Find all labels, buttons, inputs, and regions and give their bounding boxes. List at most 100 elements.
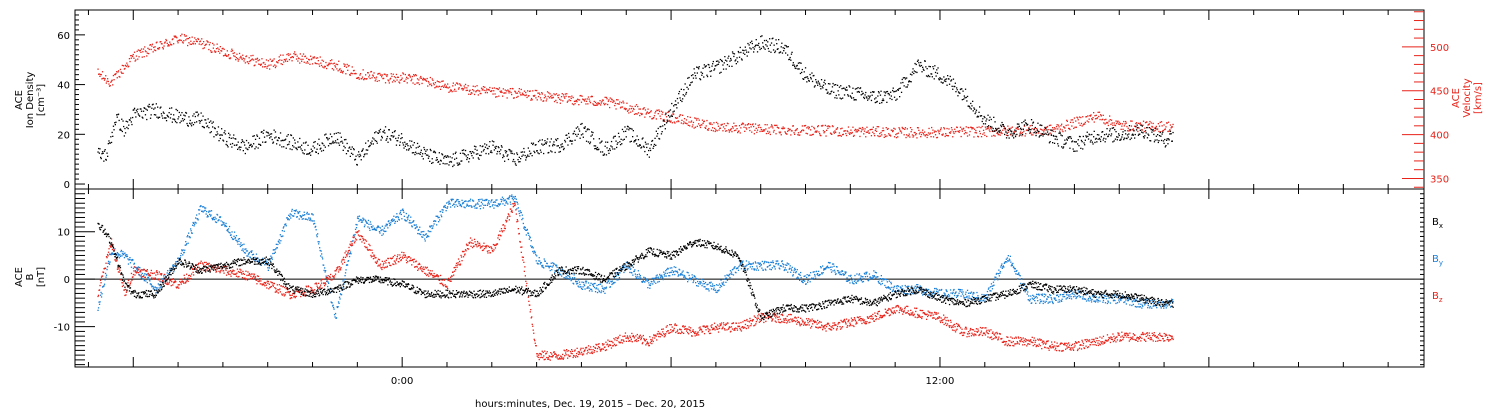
density-series-point (429, 160, 431, 162)
density-series-point (1088, 133, 1090, 135)
velocity-series-point (230, 50, 232, 52)
density-series-point (1166, 138, 1168, 140)
density-series-point (928, 65, 930, 68)
density-series-point (601, 140, 603, 142)
by-series-point (421, 231, 423, 233)
density-series-point (1110, 135, 1112, 137)
by-series-point (428, 230, 430, 233)
by-series-point (740, 268, 743, 270)
by-series-point (476, 207, 478, 209)
density-series-point (672, 111, 674, 113)
density-series-point (879, 102, 881, 104)
density-series-point (462, 152, 464, 154)
velocity-series-point (715, 121, 718, 124)
by-series-point (642, 280, 644, 283)
density-series-point (1045, 127, 1047, 130)
by-series-point (135, 267, 138, 269)
density-series-point (765, 44, 767, 46)
by-series-point (484, 199, 486, 202)
velocity-series-point (920, 133, 923, 136)
velocity-series-point (934, 134, 937, 136)
velocity-series-point (143, 56, 145, 58)
velocity-series-point (221, 48, 223, 50)
velocity-series-point (701, 124, 703, 126)
by-series-point (763, 263, 765, 265)
density-series-point (468, 158, 471, 160)
density-series-point (1044, 126, 1046, 129)
by-series-point (311, 213, 313, 215)
velocity-series-point (648, 112, 650, 114)
velocity-series-point (427, 80, 430, 83)
density-series-point (847, 94, 849, 96)
velocity-series-point (1048, 129, 1050, 131)
density-series-point (628, 129, 630, 131)
density-series-point (570, 140, 572, 142)
velocity-series-point (1107, 124, 1109, 127)
density-series-point (571, 143, 573, 145)
velocity-series-point (1096, 117, 1098, 120)
by-series-point (97, 309, 99, 311)
density-series-point (400, 137, 402, 140)
density-series-point (542, 144, 544, 146)
density-series-point (576, 135, 578, 137)
velocity-series-point (345, 73, 347, 75)
velocity-series-point (292, 56, 294, 58)
density-series-point (671, 115, 673, 117)
by-series-point (595, 287, 598, 289)
density-series-point (216, 131, 218, 133)
by-series-point (776, 262, 778, 265)
velocity-series-point (1069, 128, 1071, 131)
density-series-point (915, 71, 917, 73)
velocity-series-point (514, 91, 517, 93)
by-series-point (465, 200, 467, 202)
by-series-point (424, 238, 426, 240)
density-series-point (660, 133, 663, 135)
velocity-series-point (359, 73, 362, 75)
by-series-point (195, 217, 197, 219)
by-series-point (400, 213, 402, 216)
velocity-series-point (738, 130, 740, 132)
by-series-point (698, 278, 700, 280)
velocity-series-point (864, 128, 866, 130)
density-series-point (876, 100, 878, 103)
density-series-point (327, 145, 330, 147)
density-series-point (870, 91, 872, 94)
by-series-point (737, 267, 739, 269)
by-series-point (738, 265, 740, 268)
density-series-point (585, 130, 587, 133)
density-series-point (784, 44, 786, 47)
velocity-series-point (411, 78, 413, 80)
by-series-point (521, 218, 523, 221)
density-series-point (1102, 131, 1104, 133)
by-series-point (169, 267, 171, 270)
by-series-point (448, 200, 450, 202)
density-series-point (935, 75, 937, 77)
density-series-point (1135, 129, 1138, 131)
by-series-point (411, 226, 413, 228)
by-series-point (415, 224, 417, 226)
velocity-series-point (982, 129, 985, 131)
density-series-point (242, 140, 244, 142)
velocity-series-point (180, 39, 182, 42)
by-series-point (362, 217, 364, 219)
density-series-point (952, 88, 954, 90)
density-series-point (1020, 127, 1022, 129)
density-series-point (609, 148, 611, 150)
density-series-point (378, 130, 380, 132)
velocity-series-point (953, 132, 955, 135)
density-series-point (179, 122, 181, 124)
velocity-series-point (156, 41, 158, 43)
by-series-point (659, 275, 661, 277)
by-series-point (778, 262, 780, 265)
by-series-point (753, 268, 755, 270)
density-series-point (102, 152, 104, 154)
by-series-point (627, 266, 629, 268)
density-series-point (745, 49, 747, 51)
by-series-point (711, 283, 714, 285)
by-series-point (398, 219, 400, 221)
density-series-point (804, 77, 806, 79)
velocity-series-point (482, 86, 485, 88)
by-series-point (472, 200, 475, 202)
density-series-point (420, 151, 422, 154)
by-series-point (523, 227, 525, 229)
